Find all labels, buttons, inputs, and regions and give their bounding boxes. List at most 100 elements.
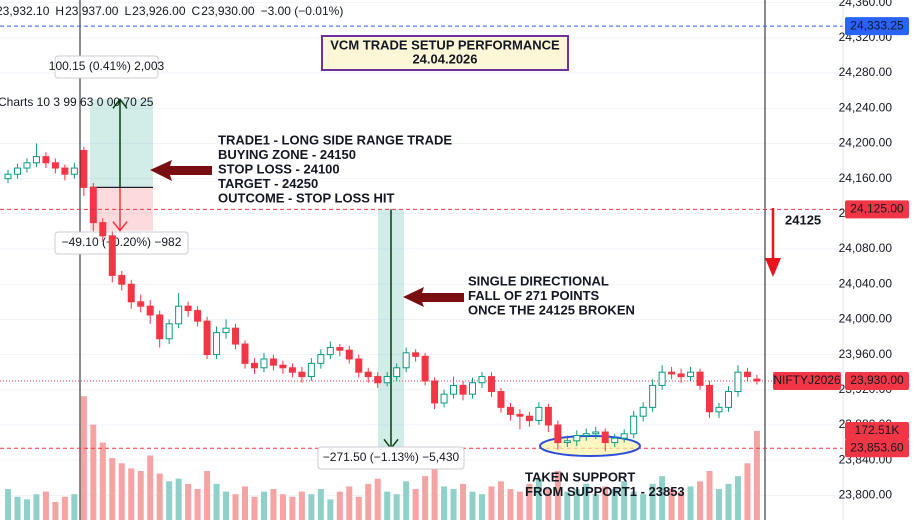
volume-bar: [223, 491, 230, 520]
annotation-arrow: [765, 258, 781, 277]
candle-body: [23, 162, 31, 169]
header-key: H: [55, 4, 64, 18]
price-label-bg: [845, 200, 909, 219]
candle-body: [118, 274, 126, 285]
candle-body: [326, 347, 334, 356]
candle-body: [99, 222, 107, 237]
volume-bar: [479, 494, 485, 520]
candle-body: [32, 156, 40, 164]
price-label-bg: [845, 17, 909, 36]
y-tick-label: 24,080.00: [839, 241, 893, 255]
volume-bar: [185, 483, 192, 520]
candle-body: [677, 373, 685, 378]
price-label: 23,853.60: [850, 440, 904, 454]
annotation-text: ONCE THE 24125 BROKEN: [468, 302, 635, 317]
candle-body: [393, 367, 401, 378]
candle-body: [184, 305, 192, 312]
candle-body: [175, 305, 183, 325]
y-tick-label: 24,000.00: [839, 312, 893, 326]
volume-bar: [5, 489, 11, 520]
candle-body: [4, 173, 12, 180]
candle-body: [431, 380, 439, 404]
candle-body: [355, 358, 363, 373]
volume-bar: [23, 499, 30, 520]
candle-body: [203, 320, 211, 356]
candle-body: [724, 391, 732, 408]
volume-bar: [374, 478, 381, 520]
volume-bar: [308, 494, 315, 520]
candle-body: [61, 167, 69, 175]
candle-body: [563, 440, 571, 444]
volume-bar: [242, 486, 248, 520]
volume-bar: [422, 476, 429, 520]
candle-body: [336, 347, 344, 351]
volume-bar: [630, 491, 637, 520]
candle-body: [535, 406, 543, 422]
volume-bar: [687, 486, 694, 520]
measure-arrow-head: [112, 221, 128, 232]
y-tick-label: 24,240.00: [839, 100, 893, 114]
header-value: −3.00 (−0.01%): [261, 4, 344, 18]
measure-label: −49.10 (−0.20%) −982: [62, 235, 182, 249]
volume-bar: [431, 463, 438, 520]
candle-body: [317, 354, 325, 364]
candle-body: [51, 162, 59, 169]
candle-body: [743, 371, 751, 378]
measure-label-bg: [54, 231, 189, 255]
candle-body: [412, 352, 420, 357]
y-tick-label: 24,200.00: [839, 136, 893, 150]
volume-bar: [279, 494, 286, 520]
candle-body: [469, 382, 477, 395]
candle-body: [307, 362, 315, 378]
candle-body: [108, 235, 116, 276]
candle-body: [156, 314, 164, 340]
candle-body: [70, 167, 78, 175]
candle-body: [506, 406, 514, 415]
volume-bar: [336, 491, 343, 520]
price-label: 24,125.00: [850, 202, 904, 216]
volume-bar: [621, 481, 628, 520]
candle-body: [374, 376, 382, 384]
volume-bar: [535, 478, 542, 520]
volume-bar: [526, 483, 533, 520]
volume-bar: [450, 489, 457, 520]
candle-body: [146, 305, 154, 316]
volume-bar: [573, 489, 580, 520]
candle-body: [573, 435, 581, 442]
candle-body: [269, 358, 277, 366]
candle-body: [478, 376, 486, 384]
annotation-text: TAKEN SUPPORT: [525, 469, 635, 484]
candle-body: [165, 323, 173, 340]
volume-bar: [516, 491, 523, 520]
chart-subtitle: 24.04.2026: [412, 51, 477, 66]
candle-body: [279, 364, 287, 369]
candle-body: [421, 355, 429, 382]
candle-body: [658, 371, 666, 386]
volume-bar: [166, 481, 173, 520]
candle-body: [402, 352, 410, 369]
candle-body: [232, 327, 240, 345]
price-label: 24,333.25: [850, 18, 904, 32]
volume-bar: [346, 486, 353, 520]
candle-body: [611, 437, 619, 444]
annotation-text: TARGET - 24250: [218, 176, 318, 191]
volume-bar: [507, 489, 514, 520]
price-label: 23,930.00: [850, 373, 904, 387]
candle-body: [592, 431, 600, 435]
volume-bar: [564, 491, 571, 520]
header-value: 23,926.00: [132, 4, 186, 18]
candle-body: [298, 371, 306, 378]
y-tick-label: 24,160.00: [839, 171, 893, 185]
indicator-text: Charts 10 3 99 63 0 00 70 25: [0, 95, 154, 109]
candle-body: [222, 327, 230, 334]
candle-body: [639, 406, 647, 417]
candle-body: [630, 415, 638, 435]
header-key: L: [124, 4, 131, 18]
candle-body: [250, 362, 258, 369]
measure-label: 100.15 (0.41%) 2,003: [49, 59, 165, 73]
volume-bar: [109, 458, 116, 520]
volume-bar: [355, 496, 362, 520]
symbol-label: NIFTYJ2026: [773, 373, 841, 387]
volume-bar: [270, 489, 277, 520]
price-label-bg: [845, 439, 909, 458]
